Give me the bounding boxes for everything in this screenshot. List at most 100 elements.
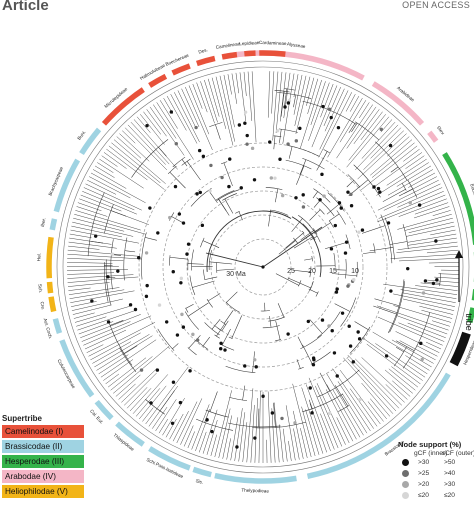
tree-internal-branch <box>187 263 204 265</box>
tree-internal-branch <box>287 277 312 289</box>
col-inner-label: gCF (inner) <box>414 450 448 457</box>
tree-tip-branch <box>363 130 404 170</box>
support-node-dot <box>310 411 314 415</box>
tree-tip-branch <box>388 368 416 391</box>
tree-internal-branch <box>326 203 340 215</box>
tree-internal-branch <box>209 261 233 265</box>
tree-tip-branch <box>124 127 168 171</box>
tree-tip-branch <box>246 388 254 463</box>
tree-tip-branch <box>426 249 459 254</box>
tree-tip-branch <box>413 206 450 219</box>
tree-internal-branch <box>299 159 307 176</box>
tree-tip-branch <box>121 368 158 403</box>
tree-internal-branch <box>205 409 229 418</box>
root-node <box>261 265 265 269</box>
tree-tip-branch <box>375 343 426 378</box>
tree-internal-branch <box>202 336 210 347</box>
tree-tip-branch <box>207 78 220 117</box>
tree-tip-branch <box>166 95 187 131</box>
support-node-dot <box>358 397 362 402</box>
support-node-dot <box>379 127 384 132</box>
support-node-dot <box>320 172 324 177</box>
support-node-dot <box>110 252 115 256</box>
tree-internal-branch <box>308 224 321 243</box>
tribe-arc <box>53 158 81 213</box>
tree-internal-branch <box>226 291 238 303</box>
support-node-dot <box>334 290 339 294</box>
tree-internal-branch <box>317 369 360 398</box>
tree-tip-branch <box>103 152 127 169</box>
tree-tip-branch <box>300 79 322 149</box>
tree-internal-branch <box>308 399 313 409</box>
support-node-dot <box>346 284 350 288</box>
tree-internal-branch <box>334 385 349 407</box>
tree-tip-branch <box>242 422 248 462</box>
tree-internal-branch <box>311 256 313 262</box>
tree-internal-branch <box>315 291 319 297</box>
support-node-dot <box>195 338 200 342</box>
tree-tip-branch <box>383 283 458 295</box>
tree-tip-branch <box>96 335 153 371</box>
support-node-dot <box>275 129 280 133</box>
tree-tip-branch <box>67 276 139 283</box>
support-node-dot <box>177 212 182 216</box>
tribe-arc <box>196 55 216 67</box>
tree-tip-branch <box>177 90 197 129</box>
tree-internal-branch <box>157 328 175 351</box>
tree-tip-branch <box>430 229 456 236</box>
tree-internal-branch <box>191 249 194 271</box>
support-node-dot <box>90 299 94 303</box>
tree-tip-branch <box>110 356 153 391</box>
tree-tip-branch <box>343 357 394 414</box>
tree-internal-branch <box>338 405 350 412</box>
tree-tip-branch <box>339 369 381 425</box>
tree-tip-branch <box>219 75 236 142</box>
tree-tip-branch <box>72 221 134 237</box>
tree-tip-branch <box>407 237 457 246</box>
support-node-dot <box>419 341 423 346</box>
tree-internal-branch <box>288 146 293 159</box>
support-node-dot <box>312 358 316 362</box>
tree-internal-branch <box>298 280 302 287</box>
tree-internal-branch <box>401 182 407 191</box>
tree-tip-branch <box>77 309 137 331</box>
support-node-dot <box>178 400 183 405</box>
tree-tip-branch <box>90 172 146 204</box>
tree-tip-branch <box>402 292 456 303</box>
tribe-arc <box>49 218 58 231</box>
tree-tip-branch <box>327 97 363 158</box>
outer-ring <box>56 60 470 474</box>
tree-tip-branch <box>326 373 364 436</box>
tribe-label: Sis. <box>195 478 204 485</box>
support-node-dot <box>388 143 393 148</box>
tree-tip-branch <box>68 245 100 250</box>
support-node-dot <box>195 192 199 196</box>
tree-internal-branch <box>296 165 305 185</box>
tree-backbone <box>205 252 264 268</box>
support-node-dot <box>384 354 389 358</box>
tree-internal-branch <box>287 145 319 157</box>
tree-internal-branch <box>231 315 243 339</box>
tree-internal-branch <box>202 240 220 248</box>
support-node-dot <box>301 193 305 197</box>
tree-tip-branch <box>390 253 459 259</box>
tree-tip-branch <box>165 418 177 438</box>
support-node-dot <box>286 142 290 146</box>
tree-tip-branch <box>218 408 231 458</box>
tree-internal-branch <box>277 303 285 318</box>
support-node-dot <box>431 281 436 286</box>
tree-internal-branch <box>284 88 296 91</box>
tree-internal-branch <box>123 345 138 355</box>
tree-tip-branch <box>361 337 423 381</box>
tree-tip-branch <box>111 142 161 184</box>
tree-tip-branch <box>83 187 135 211</box>
support-node-dot <box>269 176 274 180</box>
tree-tip-branch <box>67 249 140 257</box>
support-node-dot <box>417 203 422 207</box>
support-node-dot <box>245 133 249 138</box>
support-node-dot <box>386 221 391 225</box>
tree-tip-branch <box>251 71 257 143</box>
tree-tip-branch <box>326 384 357 440</box>
tree-internal-branch <box>268 210 271 227</box>
